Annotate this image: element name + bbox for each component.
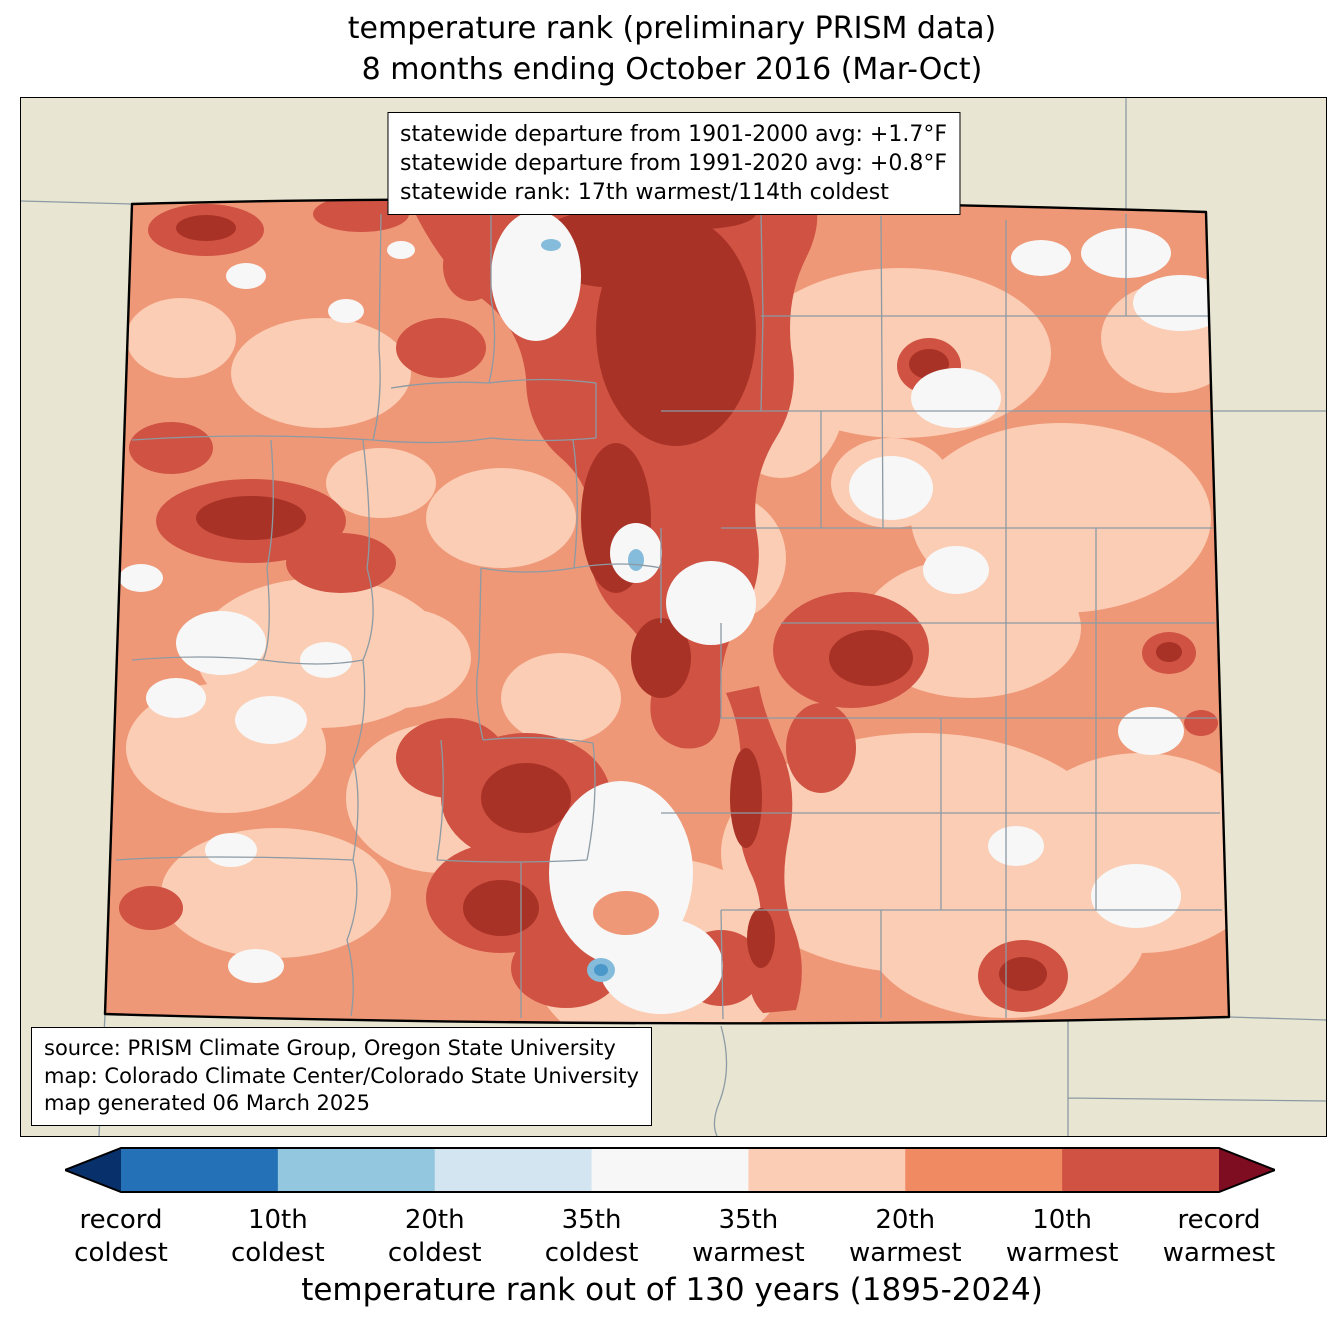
- stats-line-2: statewide departure from 1991-2020 avg: …: [399, 151, 948, 177]
- cold-spots: [541, 239, 644, 982]
- colorbar-label-10th-warmest: 10th warmest: [1005, 1205, 1119, 1268]
- colorbar-segment-4: [748, 1148, 906, 1192]
- colorbar-label-record-warmest: record warmest: [1162, 1205, 1276, 1268]
- source-line-3: map generated 06 March 2025: [44, 1091, 371, 1116]
- colorbar-labels: record coldest 10th coldest 20th coldest 35th c…: [65, 1204, 1275, 1304]
- colorbar-segment-6: [1062, 1148, 1220, 1192]
- colorado-map: [21, 98, 1326, 1136]
- colorbar-svg: [62, 1147, 1278, 1193]
- colorbar-label-record-coldest: record coldest: [74, 1205, 168, 1268]
- map-axes: statewide departure from 1901-2000 avg: …: [20, 97, 1327, 1137]
- valley-warm-patch: [593, 891, 659, 935]
- stats-line-1: statewide departure from 1901-2000 avg: …: [399, 122, 948, 147]
- colorbar-label-35th-coldest: 35th coldest: [544, 1205, 639, 1268]
- colorbar-label-20th-warmest: 20th warmest: [849, 1205, 962, 1268]
- colorbar-segment-2: [434, 1148, 593, 1192]
- title-line1: temperature rank (preliminary PRISM data…: [347, 11, 997, 46]
- colorbar-right-arrow: [1219, 1148, 1275, 1192]
- colorbar-label-35th-warmest: 35th warmest: [692, 1205, 805, 1268]
- colorbar-segment-0: [121, 1148, 279, 1192]
- figure-title: temperature rank (preliminary PRISM data…: [0, 8, 1344, 90]
- county-boundaries: [115, 213, 1222, 1020]
- colorbar-label-20th-coldest: 20th coldest: [387, 1205, 482, 1268]
- source-line-2: map: Colorado Climate Center/Colorado St…: [44, 1063, 639, 1088]
- colorbar-left-arrow: [65, 1148, 121, 1192]
- colorbar: [62, 1146, 1278, 1194]
- colorbar-segment-1: [277, 1148, 436, 1192]
- colorbar-segment-3: [591, 1148, 750, 1192]
- source-attribution-box: source: PRISM Climate Group, Oregon Stat…: [31, 1026, 652, 1126]
- colorbar-segment-5: [905, 1148, 1063, 1192]
- source-line-1: source: PRISM Climate Group, Oregon Stat…: [44, 1035, 616, 1060]
- colorbar-caption: temperature rank out of 130 years (1895-…: [301, 1272, 1043, 1308]
- stats-line-3: statewide rank: 17th warmest/114th colde…: [399, 180, 889, 206]
- colorbar-label-10th-coldest: 10th coldest: [231, 1205, 325, 1268]
- statewide-stats-box: statewide departure from 1901-2000 avg: …: [386, 112, 961, 216]
- title-line2: 8 months ending October 2016 (Mar-Oct): [361, 52, 983, 88]
